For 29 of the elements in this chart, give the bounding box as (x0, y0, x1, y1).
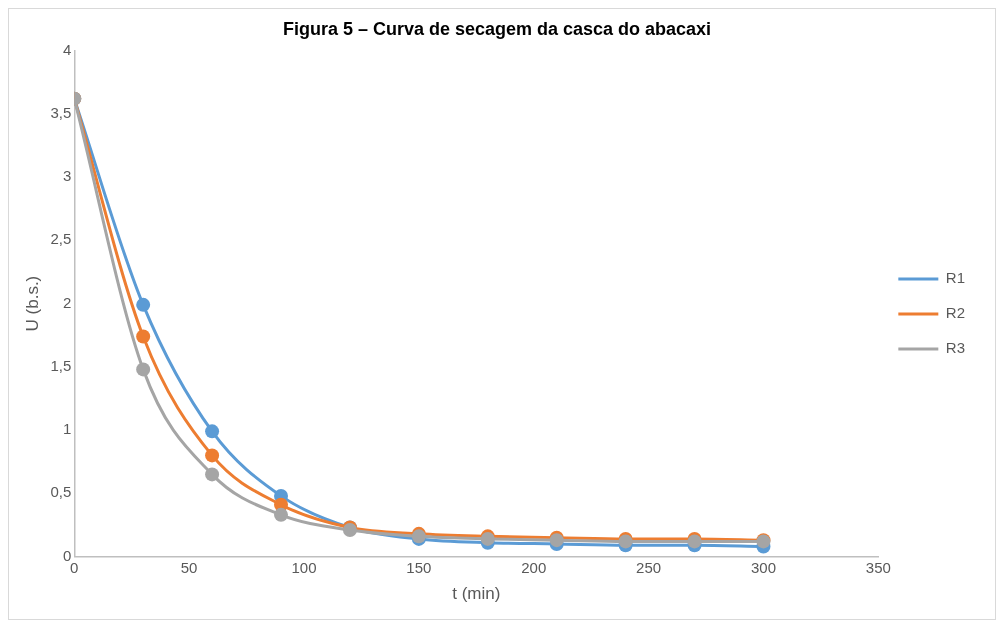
point (136, 297, 151, 312)
x-tick-label: 300 (750, 558, 776, 576)
y-tick-label: 1 (62, 420, 72, 438)
y-tick-label: 2,5 (50, 230, 72, 248)
y-tick-label: 3 (62, 167, 72, 185)
legend-label: R1 (945, 269, 966, 287)
x-axis-title: t (min) (452, 584, 501, 604)
y-tick-label: 0 (62, 546, 72, 564)
x-tick-label: 350 (865, 558, 891, 576)
y-axis-title: U (b.s.) (22, 275, 42, 332)
point (205, 448, 220, 463)
y-tick-label: 4 (62, 40, 72, 58)
point (136, 362, 151, 377)
point (205, 424, 220, 439)
y-tick-label: 1,5 (50, 356, 72, 374)
x-tick-label: 150 (406, 558, 432, 576)
chart-title: Figura 5 – Curva de secagem da casca do abacaxi (282, 18, 712, 39)
y-tick-label: 2 (62, 293, 72, 311)
point (274, 507, 289, 522)
point (205, 467, 220, 482)
legend-label: R2 (945, 304, 966, 322)
x-tick-label: 200 (521, 558, 547, 576)
x-tick-label: 50 (180, 558, 198, 576)
legend-label: R3 (945, 339, 966, 357)
point (136, 329, 151, 344)
y-tick-label: 3,5 (50, 103, 72, 121)
x-tick-label: 250 (636, 558, 662, 576)
x-tick-label: 100 (291, 558, 317, 576)
y-tick-label: 0,5 (50, 483, 72, 501)
